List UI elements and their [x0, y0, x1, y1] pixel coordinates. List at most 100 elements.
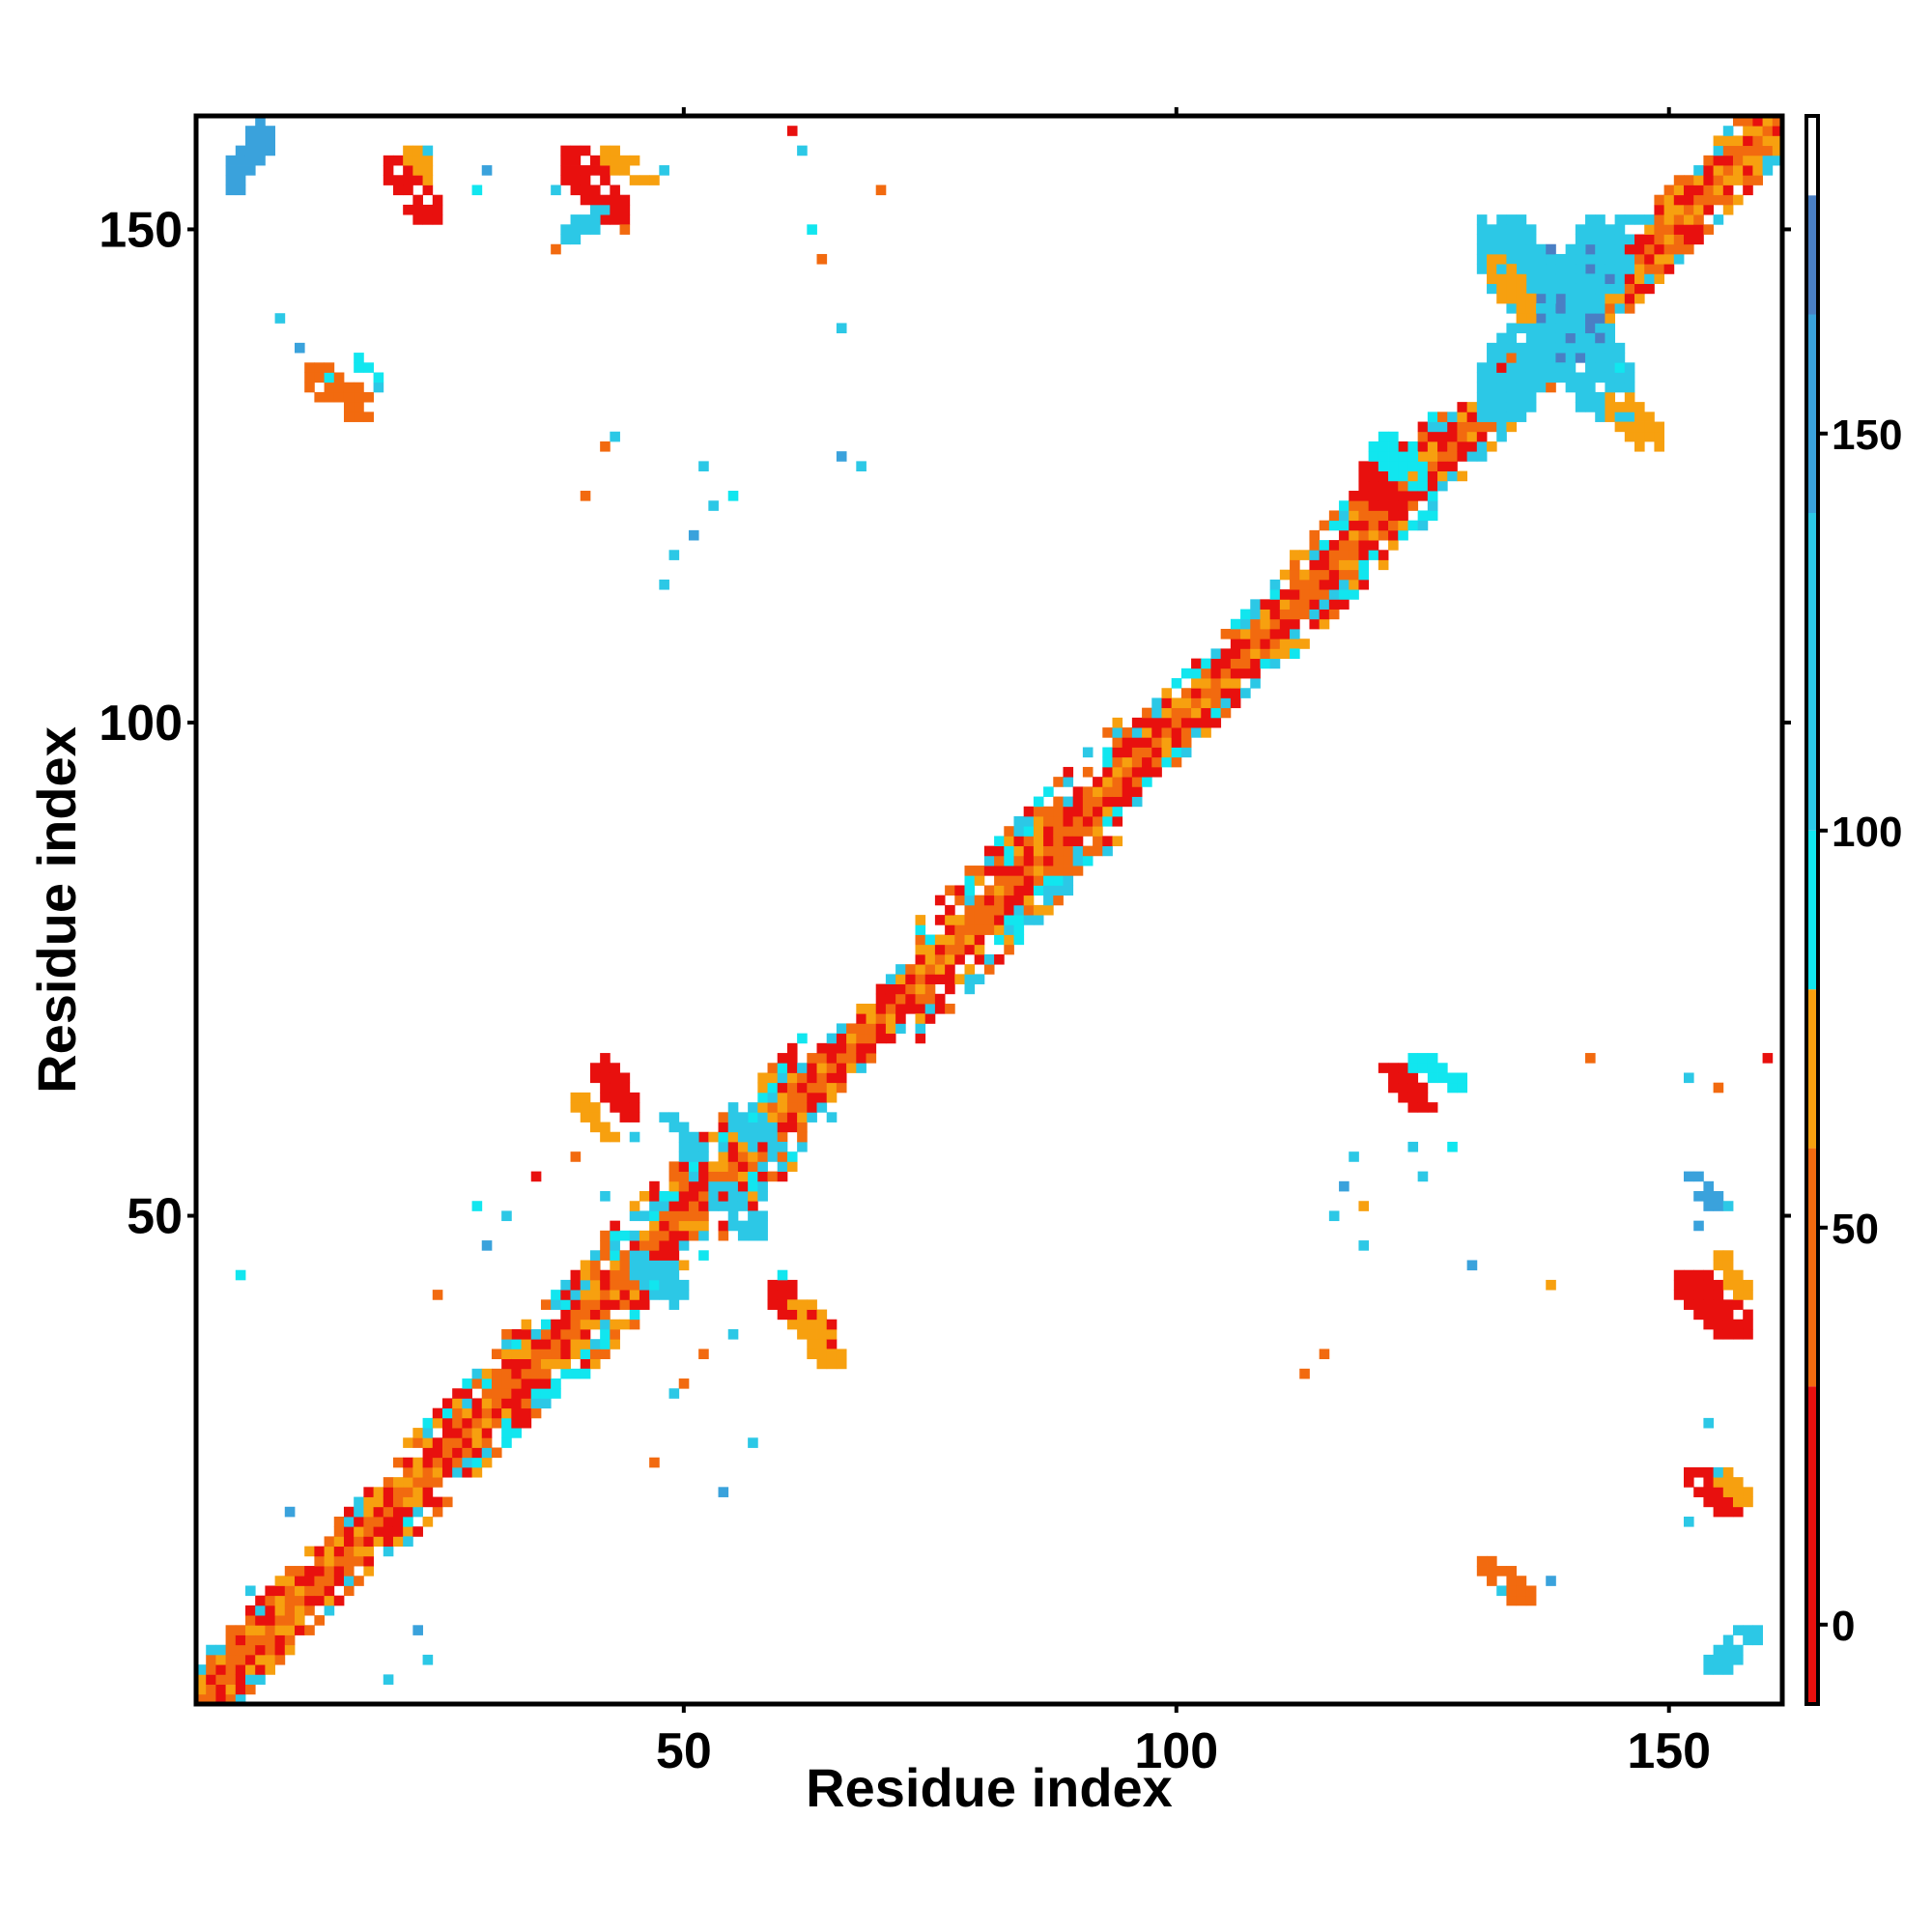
heatmap-cell — [501, 1378, 512, 1389]
heatmap-cell — [678, 1290, 690, 1300]
heatmap-cell — [786, 1082, 798, 1094]
heatmap-cell — [235, 1269, 246, 1281]
heatmap-cell — [610, 1319, 620, 1330]
heatmap-cell — [1319, 579, 1330, 590]
heatmap-cell — [255, 1634, 266, 1646]
heatmap-cell — [235, 145, 246, 156]
heatmap-cell — [1713, 1250, 1724, 1261]
heatmap-cell — [924, 944, 936, 955]
heatmap-cell — [1684, 214, 1694, 225]
heatmap-cell — [363, 1555, 374, 1567]
heatmap-cell — [589, 185, 601, 196]
heatmap-cell — [274, 1576, 286, 1586]
heatmap-cell — [1368, 520, 1379, 531]
heatmap-cell — [945, 983, 955, 995]
heatmap-cell — [441, 1398, 453, 1409]
colorbar-tick-label: 0 — [1832, 1603, 1855, 1650]
heatmap-cell — [1220, 648, 1232, 660]
heatmap-cell — [343, 391, 355, 403]
heatmap-cell — [1487, 421, 1497, 433]
heatmap-cell — [668, 1250, 680, 1261]
heatmap-cell — [1555, 283, 1567, 295]
heatmap-cell — [1407, 451, 1419, 462]
heatmap-cell — [1004, 915, 1014, 925]
heatmap-cell — [1072, 806, 1084, 817]
heatmap-cell — [1210, 678, 1222, 689]
heatmap-cell — [1230, 618, 1241, 630]
heatmap-cell — [1151, 766, 1162, 778]
heatmap-cell — [688, 1230, 699, 1241]
heatmap-cell — [432, 214, 443, 225]
heatmap-cell — [1506, 323, 1518, 334]
heatmap-cell — [1516, 382, 1527, 393]
heatmap-cell — [1437, 1063, 1448, 1073]
heatmap-cell — [304, 1595, 315, 1606]
heatmap-cell — [954, 974, 965, 984]
heatmap-cell — [1290, 648, 1300, 660]
heatmap-cell — [363, 391, 374, 403]
heatmap-cell — [895, 974, 906, 984]
heatmap-cell — [422, 1437, 434, 1448]
heatmap-cell — [511, 1428, 522, 1438]
heatmap-cell — [1684, 1269, 1694, 1281]
heatmap-cell — [1437, 451, 1448, 462]
heatmap-cell — [1476, 214, 1488, 225]
heatmap-cell — [1575, 323, 1586, 334]
heatmap-cell — [1290, 639, 1300, 649]
heatmap-cell — [1713, 1487, 1724, 1497]
heatmap-cell — [797, 1141, 808, 1152]
heatmap-cell — [1506, 382, 1518, 393]
heatmap-cell — [924, 953, 936, 965]
heatmap-cell — [314, 1585, 325, 1597]
heatmap-cell — [580, 1358, 591, 1370]
heatmap-cell — [1201, 668, 1211, 679]
heatmap-cell — [1358, 500, 1370, 511]
heatmap-cell — [1536, 372, 1547, 384]
heatmap-cell — [1447, 431, 1458, 442]
heatmap-cell — [629, 1250, 640, 1261]
heatmap-cell — [698, 1210, 709, 1222]
heatmap-cell — [1290, 550, 1300, 560]
heatmap-cell — [668, 1290, 680, 1300]
heatmap-cell — [551, 1299, 561, 1310]
heatmap-cell — [491, 1349, 502, 1360]
heatmap-cell — [1546, 243, 1556, 255]
heatmap-cell — [600, 1349, 611, 1360]
heatmap-cell — [560, 224, 571, 235]
heatmap-cell — [432, 1466, 443, 1478]
heatmap-cell — [678, 1191, 690, 1202]
heatmap-cell — [915, 983, 926, 995]
heatmap-cell — [580, 1112, 591, 1122]
heatmap-cell — [580, 1260, 591, 1271]
heatmap-cell — [649, 175, 660, 185]
heatmap-cell — [1033, 836, 1044, 847]
heatmap-cell — [1496, 214, 1507, 225]
heatmap-cell — [1713, 194, 1724, 206]
heatmap-cell — [1171, 678, 1182, 689]
heatmap-cell — [1250, 648, 1261, 660]
heatmap-cell — [1487, 382, 1497, 393]
heatmap-cell — [1063, 806, 1074, 817]
heatmap-cell — [1427, 491, 1438, 501]
heatmap-cell — [619, 194, 631, 206]
heatmap-cell — [1743, 165, 1753, 176]
heatmap-cell — [481, 1398, 493, 1409]
heatmap-cell — [392, 1496, 404, 1508]
heatmap-cell — [1063, 875, 1074, 886]
heatmap-cell — [748, 1141, 758, 1152]
heatmap-cell — [1102, 727, 1113, 738]
heatmap-cell — [570, 1290, 582, 1300]
heatmap-cell — [1290, 628, 1300, 639]
heatmap-cell — [826, 1339, 838, 1350]
heatmap-cell — [589, 165, 601, 176]
heatmap-cell — [767, 1122, 779, 1133]
heatmap-cell — [1624, 431, 1635, 442]
heatmap-cell — [343, 1566, 355, 1577]
heatmap-cell — [1358, 461, 1370, 471]
heatmap-cell — [1605, 342, 1616, 354]
heatmap-cell — [807, 1299, 817, 1310]
heatmap-cell — [1722, 1269, 1734, 1281]
heatmap-cell — [196, 1684, 207, 1695]
heatmap-cell — [1102, 815, 1113, 827]
heatmap-cell — [748, 1201, 758, 1211]
